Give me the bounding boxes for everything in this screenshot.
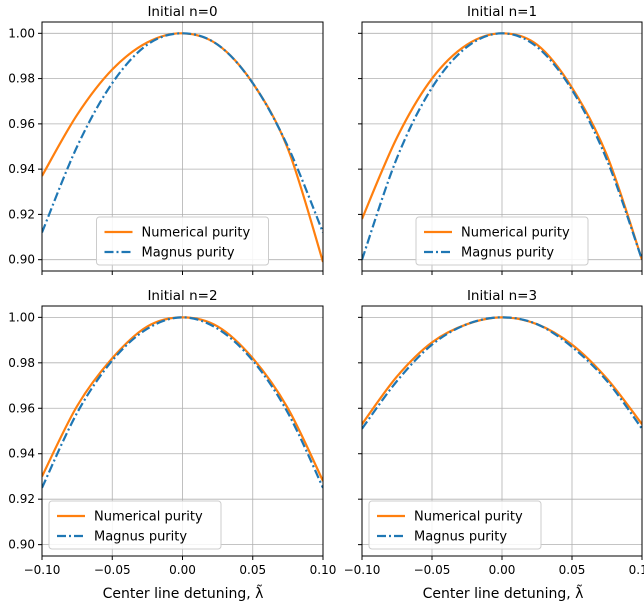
legend-entry-label: Numerical purity bbox=[142, 226, 251, 241]
panel-title: Initial n=3 bbox=[467, 288, 537, 304]
y-tick-label: 0.94 bbox=[8, 447, 35, 461]
x-axis-label-left: Center line detuning, λ̃ bbox=[103, 584, 264, 602]
panel-2: Initial n=1 Numerical purity Magnus purity bbox=[358, 4, 643, 275]
y-tick-label: 0.90 bbox=[8, 538, 35, 552]
legend-box bbox=[368, 500, 542, 550]
magnus-purity-line bbox=[42, 32, 323, 233]
legend-box bbox=[48, 500, 222, 550]
magnus-purity-line bbox=[362, 32, 642, 261]
x-tick-label: −0.05 bbox=[94, 563, 131, 577]
x-axis-label-right: Center line detuning, λ̃ bbox=[423, 584, 584, 602]
x-tick-label: 0.05 bbox=[559, 563, 586, 577]
panel-4: −0.10 −0.05 0.00 0.05 0.10 Initial n=3 Numeric… bbox=[344, 288, 644, 577]
y-tick-label: 0.90 bbox=[8, 253, 35, 267]
panel-title: Initial n=2 bbox=[147, 288, 217, 304]
x-tick-label: 0.00 bbox=[169, 563, 196, 577]
legend-box bbox=[96, 216, 269, 266]
magnus-purity-line bbox=[362, 316, 642, 430]
numerical-purity-line bbox=[42, 316, 323, 482]
legend: Numerical purity Magnus purity bbox=[96, 216, 269, 266]
x-tick-label: 0.05 bbox=[239, 563, 266, 577]
y-tick-label: 0.96 bbox=[8, 117, 35, 131]
legend-entry-label: Magnus purity bbox=[461, 246, 554, 261]
legend: Numerical purity Magnus purity bbox=[48, 500, 222, 550]
y-tick-label: 0.98 bbox=[8, 72, 35, 86]
subplot-grid: 0.90 0.92 0.94 0.96 0.98 1.00 Initial n=0 Numer… bbox=[8, 4, 644, 577]
legend-entry-label: Numerical purity bbox=[461, 226, 570, 241]
legend-entry-label: Magnus purity bbox=[142, 246, 235, 261]
legend: Numerical purity Magnus purity bbox=[415, 216, 589, 266]
legend-entry-label: Numerical purity bbox=[414, 510, 523, 525]
numerical-purity-line bbox=[362, 316, 642, 425]
x-tick-label: −0.10 bbox=[344, 563, 381, 577]
panel-title: Initial n=1 bbox=[467, 4, 537, 20]
legend-box bbox=[415, 216, 589, 266]
y-tick-label: 0.96 bbox=[8, 401, 35, 415]
x-tick-label: 0.10 bbox=[629, 563, 644, 577]
legend: Numerical purity Magnus purity bbox=[368, 500, 542, 550]
magnus-purity-line bbox=[42, 316, 323, 489]
legend-entry-label: Magnus purity bbox=[94, 530, 187, 545]
y-tick-label: 0.92 bbox=[8, 492, 35, 506]
legend-entry-label: Numerical purity bbox=[94, 510, 203, 525]
x-tick-label: 0.00 bbox=[489, 563, 516, 577]
y-tick-label: 1.00 bbox=[8, 26, 35, 40]
y-tick-label: 0.94 bbox=[8, 162, 35, 176]
x-tick-label: 0.10 bbox=[310, 563, 337, 577]
panel-3: −0.10 −0.05 0.00 0.05 0.10 0.90 0.92 0.94 0.96 0.… bbox=[8, 288, 336, 577]
y-tick-label: 0.92 bbox=[8, 207, 35, 221]
x-tick-label: −0.05 bbox=[414, 563, 451, 577]
y-tick-label: 0.98 bbox=[8, 356, 35, 370]
legend-entry-label: Magnus purity bbox=[414, 530, 507, 545]
x-tick-label: −0.10 bbox=[24, 563, 61, 577]
panel-1: 0.90 0.92 0.94 0.96 0.98 1.00 Initial n=0 Numer… bbox=[8, 4, 324, 275]
panel-title: Initial n=0 bbox=[147, 4, 217, 20]
y-tick-label: 1.00 bbox=[8, 310, 35, 324]
